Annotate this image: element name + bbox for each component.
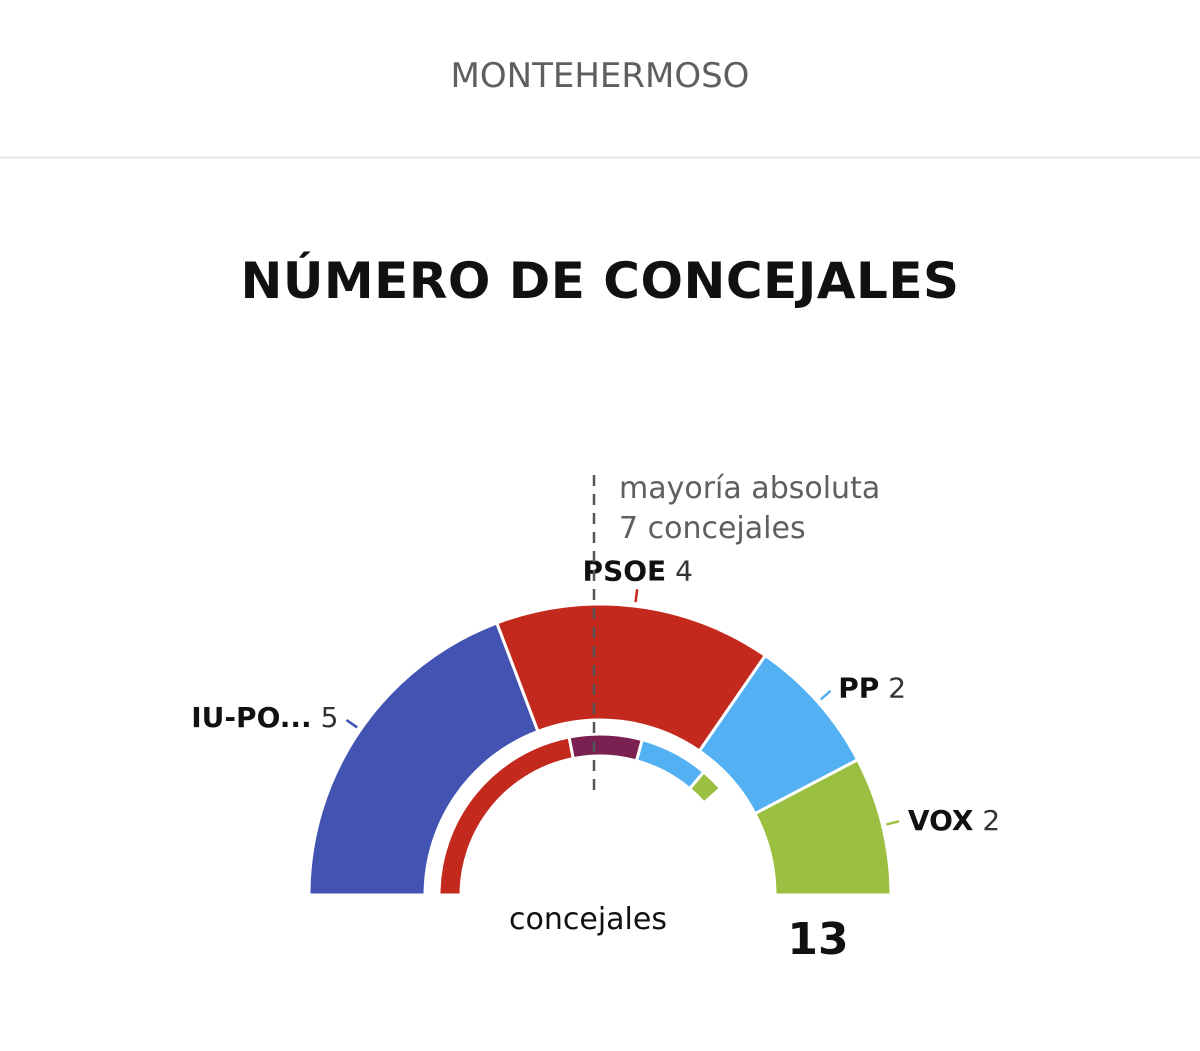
- label-pp: PP 2: [838, 671, 906, 704]
- party-seats: 5: [312, 701, 339, 734]
- label-iu-po: IU-PO... 5: [191, 701, 338, 734]
- leader-pp: [819, 689, 832, 701]
- party-seats: 4: [666, 554, 693, 587]
- party-name: PP: [838, 671, 879, 704]
- party-seats: 2: [879, 671, 906, 704]
- party-name: VOX: [908, 804, 974, 837]
- inner-ring: [437, 732, 723, 897]
- previous-arc-1: [567, 732, 645, 763]
- party-name: IU-PO...: [191, 701, 311, 734]
- majority-label-line2: 7 concejales: [619, 511, 806, 546]
- previous-arc-3: [687, 769, 723, 805]
- header-bar: MONTEHERMOSO: [0, 0, 1200, 159]
- municipality-name: MONTEHERMOSO: [450, 56, 750, 96]
- label-psoe: PSOE 4: [583, 554, 693, 587]
- party-seats: 2: [973, 804, 1000, 837]
- total-seats-label: concejales: [509, 902, 667, 937]
- leader-vox: [886, 820, 900, 826]
- leader-psoe: [634, 589, 639, 603]
- majority-label-line1: mayoría absoluta: [619, 471, 880, 506]
- leader-iu-po: [345, 719, 358, 729]
- total-seats-value: 13: [787, 914, 848, 965]
- outer-ring: [307, 602, 893, 897]
- label-vox: VOX 2: [908, 804, 1000, 837]
- party-name: PSOE: [583, 554, 667, 587]
- label-leaders: [345, 589, 900, 826]
- seat-arc-iu-po: [307, 620, 540, 897]
- chart-title: NÚMERO DE CONCEJALES: [240, 252, 960, 310]
- seat-arc-vox: [752, 757, 893, 897]
